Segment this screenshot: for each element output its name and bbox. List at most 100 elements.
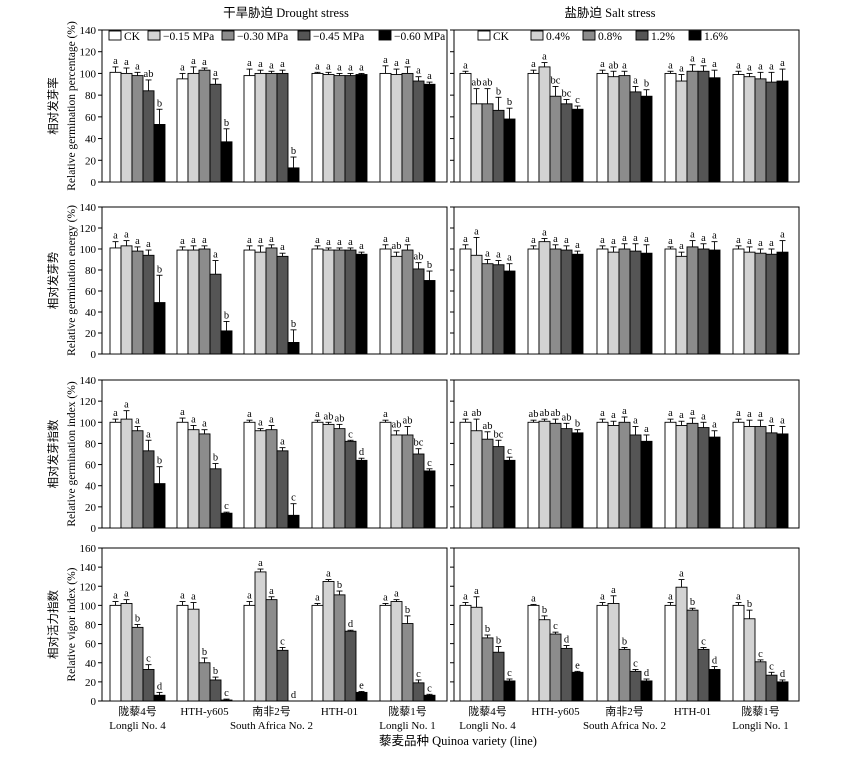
bar xyxy=(596,421,609,529)
significance-letter: ab xyxy=(529,409,539,420)
legend-swatch xyxy=(108,30,122,41)
bar xyxy=(492,264,505,355)
bar xyxy=(629,91,642,183)
significance-letter: a xyxy=(463,592,468,603)
bar xyxy=(459,604,472,702)
significance-letter: e xyxy=(575,660,580,671)
bar xyxy=(560,647,573,702)
bar xyxy=(629,670,642,702)
bar xyxy=(571,432,584,529)
y-axis-label: Relative vigor index (%) xyxy=(66,567,78,681)
significance-letter: a xyxy=(202,235,207,246)
bar xyxy=(596,248,609,355)
significance-letter: ab xyxy=(472,408,482,419)
significance-letter: c xyxy=(291,493,296,504)
significance-letter: d xyxy=(359,447,365,458)
significance-letter: ab xyxy=(414,252,424,263)
bar xyxy=(527,72,540,183)
bar xyxy=(379,72,392,183)
bar xyxy=(401,623,414,702)
bar xyxy=(187,72,200,183)
significance-letter: a xyxy=(622,406,627,417)
significance-letter: d xyxy=(644,668,650,679)
significance-letter: a xyxy=(383,592,388,603)
bar xyxy=(470,430,483,529)
bar xyxy=(311,421,324,529)
y-tick-label: 100 xyxy=(80,600,97,612)
significance-letter: ab xyxy=(483,78,493,89)
bar xyxy=(503,270,516,355)
bar xyxy=(629,434,642,529)
bar xyxy=(423,280,436,355)
significance-letter: a xyxy=(348,62,353,73)
bar xyxy=(686,609,699,702)
bar xyxy=(254,251,267,355)
significance-letter: a xyxy=(736,592,741,603)
significance-letter: a xyxy=(690,230,695,241)
significance-letter: d xyxy=(157,681,163,692)
bar xyxy=(481,263,494,355)
bar xyxy=(527,604,540,702)
significance-letter: b xyxy=(213,666,218,677)
y-tick-label: 0 xyxy=(91,523,97,535)
bar xyxy=(153,483,166,529)
y-tick-label: 20 xyxy=(85,502,97,514)
bar xyxy=(243,421,256,529)
significance-letter: d xyxy=(564,635,570,646)
bar xyxy=(401,249,414,355)
bar xyxy=(571,253,584,355)
significance-letter: a xyxy=(269,586,274,597)
bar xyxy=(355,691,368,702)
bar xyxy=(675,255,688,355)
bar xyxy=(765,253,778,355)
bar xyxy=(492,651,505,702)
significance-letter: d xyxy=(291,690,297,701)
significance-letter: a xyxy=(113,231,118,242)
significance-letter: a xyxy=(191,414,196,425)
significance-letter: b xyxy=(224,118,229,129)
bar xyxy=(355,459,368,529)
significance-letter: a xyxy=(600,59,605,70)
bar xyxy=(333,249,346,355)
significance-letter: d xyxy=(712,656,718,667)
x-tick-label: 陇藜1号 xyxy=(388,704,427,718)
bar xyxy=(708,249,721,355)
significance-letter: a xyxy=(326,61,331,72)
y-tick-label: 140 xyxy=(80,202,97,214)
significance-letter: a xyxy=(690,407,695,418)
significance-letter: a xyxy=(780,230,785,241)
bar xyxy=(686,422,699,529)
bar xyxy=(311,604,324,702)
bar xyxy=(243,249,256,355)
y-tick-label: 100 xyxy=(80,417,97,429)
bar xyxy=(538,420,551,529)
significance-letter: a xyxy=(736,235,741,246)
bar xyxy=(560,249,573,355)
significance-letter: a xyxy=(337,62,342,73)
bar xyxy=(176,249,189,355)
bar xyxy=(765,674,778,702)
significance-letter: a xyxy=(531,593,536,604)
significance-letter: a xyxy=(269,60,274,71)
legend-label: −0.30 MPa xyxy=(237,31,288,43)
bar xyxy=(311,72,324,183)
significance-letter: a xyxy=(280,242,285,253)
significance-letter: a xyxy=(668,236,673,247)
x-tick-label-en: Longli No. 4 xyxy=(459,720,516,732)
x-tick-label-en: Longli No. 1 xyxy=(379,720,436,732)
significance-letter: a xyxy=(758,61,763,72)
significance-letter: a xyxy=(679,569,684,580)
bar xyxy=(664,72,677,183)
bar xyxy=(333,594,346,702)
bar xyxy=(265,429,278,529)
significance-letter: a xyxy=(180,236,185,247)
significance-letter: a xyxy=(712,59,717,70)
bar xyxy=(697,648,710,702)
bar xyxy=(697,427,710,529)
legend-swatch xyxy=(378,30,392,41)
y-tick-label: 100 xyxy=(80,68,97,80)
